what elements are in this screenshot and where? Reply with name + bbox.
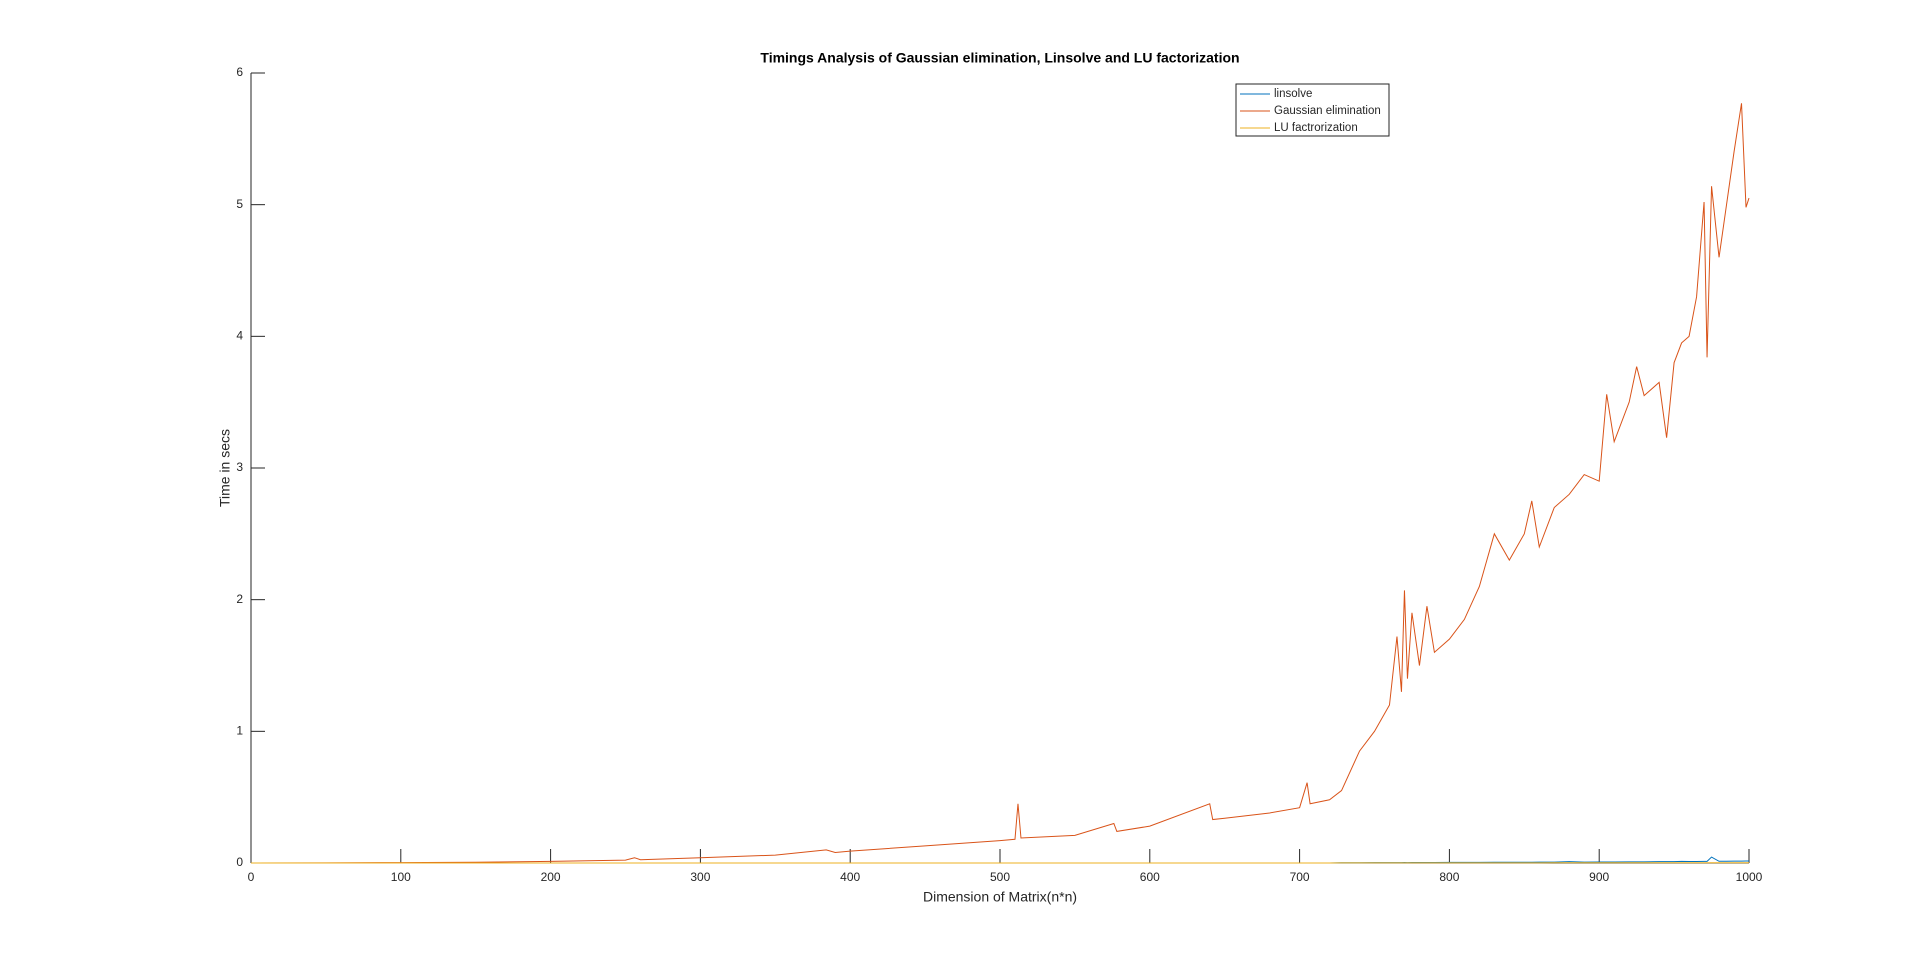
legend: linsolve Gaussian elimination LU factroriz… xyxy=(1236,84,1389,136)
legend-label: LU factrorization xyxy=(1274,122,1358,134)
x-tick-label: 1000 xyxy=(1736,870,1763,884)
y-tick-label: 4 xyxy=(236,329,243,343)
x-tick-label: 0 xyxy=(248,870,255,884)
x-tick-label: 100 xyxy=(391,870,411,884)
y-tick-label: 2 xyxy=(236,592,243,606)
x-tick-label: 300 xyxy=(690,870,710,884)
legend-label: linsolve xyxy=(1274,88,1312,100)
x-tick-label: 700 xyxy=(1290,870,1310,884)
y-tick-label: 6 xyxy=(236,65,243,79)
legend-label: Gaussian elimination xyxy=(1274,105,1381,117)
y-tick-label: 1 xyxy=(236,724,243,738)
x-tick-label: 800 xyxy=(1439,870,1459,884)
y-axis-label: Time in secs xyxy=(217,429,233,507)
x-axis-label: Dimension of Matrix(n*n) xyxy=(923,889,1077,905)
y-tick-label: 3 xyxy=(236,460,243,474)
x-tick-label: 600 xyxy=(1140,870,1160,884)
chart-title: Timings Analysis of Gaussian elimination… xyxy=(760,50,1239,66)
x-tick-label: 500 xyxy=(990,870,1010,884)
y-tick-label: 0 xyxy=(236,855,243,869)
x-tick-label: 900 xyxy=(1589,870,1609,884)
x-tick-label: 200 xyxy=(541,870,561,884)
y-tick-label: 5 xyxy=(236,197,243,211)
x-tick-label: 400 xyxy=(840,870,860,884)
